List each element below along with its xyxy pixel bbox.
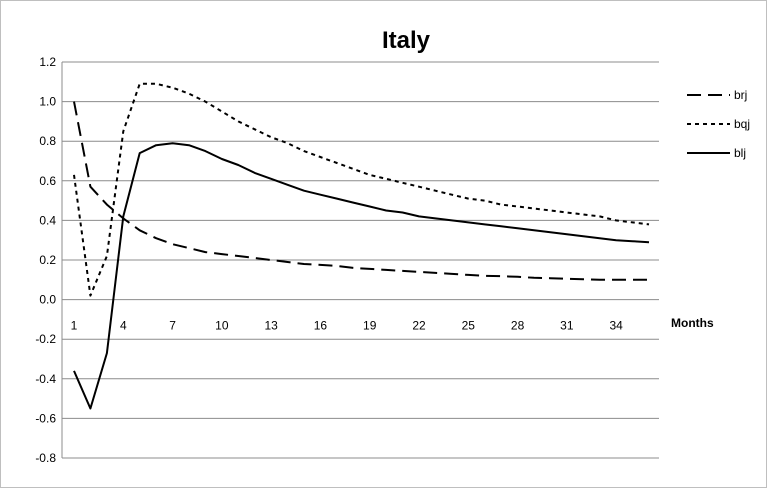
y-tick-label: -0.4 bbox=[35, 372, 56, 386]
legend-label-bqj: bqj bbox=[734, 117, 750, 131]
y-tick-labels: 1.2 1.0 0.8 0.6 0.4 0.2 0.0 -0.2 -0.4 -0.6 -0.8 bbox=[35, 55, 56, 465]
x-tick-label: 13 bbox=[264, 319, 278, 333]
series-line-brj bbox=[73, 101, 649, 281]
x-tick-label: 4 bbox=[120, 319, 127, 333]
y-tick-label: -0.2 bbox=[35, 332, 56, 346]
x-tick-labels: 1 4 7 10 13 16 19 22 25 28 31 34 bbox=[71, 319, 623, 333]
legend-label-brj: brj bbox=[734, 88, 747, 102]
x-tick-label: 25 bbox=[462, 319, 476, 333]
x-tick-label: 19 bbox=[363, 319, 377, 333]
series-line-blj bbox=[73, 142, 650, 410]
x-tick-label: 10 bbox=[215, 319, 229, 333]
x-tick-label: 28 bbox=[511, 319, 525, 333]
y-tick-label: 0.0 bbox=[39, 293, 56, 307]
x-tick-label: 1 bbox=[71, 319, 78, 333]
x-tick-label: 16 bbox=[314, 319, 328, 333]
y-tick-label: 1.2 bbox=[39, 55, 56, 69]
y-tick-label: -0.8 bbox=[35, 451, 56, 465]
x-tick-label: 34 bbox=[609, 319, 623, 333]
y-tick-label: 0.4 bbox=[39, 213, 56, 227]
y-tick-label: 0.2 bbox=[39, 253, 56, 267]
chart-title: Italy bbox=[382, 27, 431, 54]
legend-label-blj: blj bbox=[734, 146, 746, 160]
y-tick-label: 1.0 bbox=[39, 95, 56, 109]
series-line-bqj bbox=[73, 82, 650, 297]
y-tick-label: 0.8 bbox=[39, 134, 56, 148]
legend: brj bqj blj bbox=[687, 88, 750, 160]
x-axis-label: Months bbox=[671, 316, 714, 330]
y-tick-label: 0.6 bbox=[39, 174, 56, 188]
x-tick-label: 7 bbox=[169, 319, 176, 333]
x-tick-label: 31 bbox=[560, 319, 574, 333]
x-tick-label: 22 bbox=[412, 319, 426, 333]
y-tick-label: -0.6 bbox=[35, 411, 56, 425]
gridlines bbox=[61, 61, 659, 459]
series-lines bbox=[73, 82, 650, 410]
